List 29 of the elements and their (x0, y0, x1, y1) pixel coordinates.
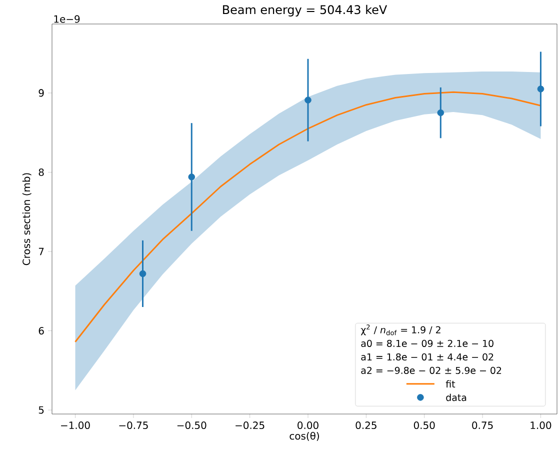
annotation: a0 = 8.1e − 09 ± 2.1e − 10 (361, 340, 494, 347)
y-axis-title: Cross section (mb) (22, 173, 32, 266)
x-tick-label: 0.50 (414, 422, 435, 430)
y-tick-label: 9 (38, 89, 44, 97)
point (304, 96, 312, 104)
point (139, 270, 146, 278)
text: 1e−9 (54, 15, 80, 23)
x-tick-label: −1.00 (61, 422, 90, 430)
x-tick-label: −0.75 (119, 422, 148, 430)
x-tick-label: −0.50 (177, 422, 206, 430)
annotation: a1 = 1.8e − 01 ± 4.4e − 02 (361, 353, 494, 360)
x-tick-label: 0.25 (356, 422, 376, 430)
y-tick-label: 7 (38, 248, 44, 256)
x-tick-label: 0.00 (298, 422, 318, 430)
x-tick-label: −0.25 (236, 422, 264, 430)
annotation: a2 = −9.8e − 02 ± 5.9e − 02 (361, 366, 502, 374)
point (437, 109, 444, 116)
x-axis-title: cos(θ) (290, 432, 319, 441)
point (188, 174, 196, 180)
y-tick-label: 6 (38, 326, 44, 335)
annotation: χ$^{2}$ / n$_{dof}$ = 1.9 / 2 (360, 324, 440, 336)
legend-label: fit (446, 380, 456, 388)
y-tick-label: 5 (38, 406, 44, 414)
x-tick-label: 1.00 (530, 422, 552, 430)
y-tick-label: 8 (38, 168, 44, 176)
point (537, 86, 544, 92)
chart-title: Beam energy = 504.43 keV (223, 4, 388, 16)
x-tick-label: 0.75 (472, 422, 493, 430)
legend-label: data (446, 394, 466, 402)
